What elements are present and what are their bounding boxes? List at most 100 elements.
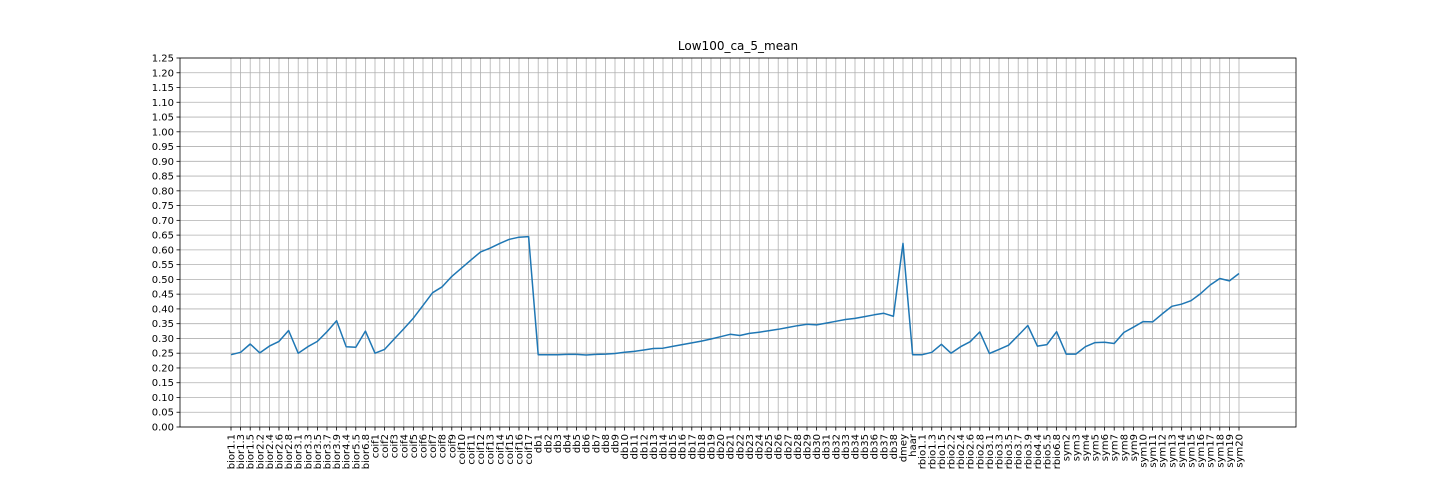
data-point: [297, 352, 299, 354]
x-tick-label: db3: [553, 434, 564, 453]
data-point: [652, 347, 654, 349]
x-tick-label: db19: [707, 434, 718, 459]
y-tick-label: 0.55: [152, 260, 174, 271]
plot-frame: [179, 57, 1297, 428]
x-tick-label: db7: [591, 434, 602, 453]
x-tick-label: db36: [870, 434, 881, 459]
x-tick-label: dmey: [899, 434, 910, 462]
x-tick-label: sym4: [1081, 434, 1092, 461]
y-tick-label: 1.05: [152, 113, 174, 124]
data-point: [374, 352, 376, 354]
data-point: [796, 325, 798, 327]
x-tick-label: rbio1.3: [927, 434, 938, 469]
x-tick-label: rbio5.5: [1043, 434, 1054, 469]
data-point: [556, 353, 558, 355]
x-tick-label: rbio2.8: [975, 434, 986, 469]
data-point: [681, 343, 683, 345]
x-tick-label: bior5.5: [351, 434, 362, 469]
data-point: [431, 291, 433, 293]
x-tick-label: haar: [908, 433, 919, 457]
grid: [180, 57, 1296, 428]
data-point: [1161, 313, 1163, 315]
x-tick-label: db21: [726, 434, 737, 459]
x-tick-label: sym10: [1139, 434, 1150, 468]
x-tick-label: db33: [841, 434, 852, 459]
x-tick-label: rbio1.5: [937, 434, 948, 469]
x-tick-label: coif5: [409, 434, 420, 458]
x-tick-label: db13: [649, 434, 660, 459]
data-point: [604, 353, 606, 355]
data-point: [1171, 305, 1173, 307]
data-point: [1036, 345, 1038, 347]
x-axis: bior1.1bior1.3bior1.5bior2.2bior2.4bior2…: [227, 427, 1246, 469]
data-point: [931, 351, 933, 353]
x-tick-label: db15: [668, 434, 679, 459]
data-point: [278, 340, 280, 342]
x-tick-label: sym11: [1148, 434, 1159, 468]
data-point: [1219, 277, 1221, 279]
data-point: [719, 335, 721, 337]
data-point: [479, 251, 481, 253]
x-tick-label: coif8: [438, 434, 449, 458]
data-point: [873, 314, 875, 316]
data-point: [1123, 331, 1125, 333]
x-tick-label: coif16: [515, 434, 526, 465]
y-tick-label: 0.25: [152, 349, 174, 360]
x-tick-label: db8: [601, 434, 612, 453]
data-point: [1132, 326, 1134, 328]
data-point: [844, 318, 846, 320]
x-tick-label: coif1: [371, 434, 382, 458]
x-tick-label: bior2.6: [275, 434, 286, 469]
data-point: [969, 340, 971, 342]
x-tick-label: db1: [534, 434, 545, 453]
x-tick-label: db10: [620, 434, 631, 459]
x-tick-label: sym17: [1206, 434, 1217, 468]
x-tick-label: db30: [812, 434, 823, 459]
x-tick-label: sym20: [1235, 434, 1246, 468]
data-point: [940, 343, 942, 345]
data-point: [355, 346, 357, 348]
x-tick-label: sym6: [1100, 434, 1111, 461]
y-tick-label: 1.10: [152, 98, 174, 109]
x-tick-label: bior1.5: [246, 434, 257, 469]
x-tick-label: coif14: [495, 434, 506, 465]
data-point: [575, 353, 577, 355]
data-point: [460, 267, 462, 269]
x-tick-label: bior3.5: [313, 434, 324, 469]
x-tick-label: db31: [822, 434, 833, 459]
data-point: [710, 338, 712, 340]
x-tick-label: sym2: [1062, 434, 1073, 461]
data-point: [230, 353, 232, 355]
data-point: [518, 236, 520, 238]
x-tick-label: db16: [678, 434, 689, 459]
y-tick-label: 0.30: [152, 334, 174, 345]
data-point: [1228, 280, 1230, 282]
data-point: [662, 347, 664, 349]
x-tick-label: db2: [543, 434, 554, 453]
x-tick-label: rbio1.1: [918, 434, 929, 469]
y-tick-label: 0.45: [152, 290, 174, 301]
x-tick-label: rbio6.8: [1052, 434, 1063, 469]
x-tick-label: db17: [687, 434, 698, 459]
y-tick-label: 0.65: [152, 231, 174, 242]
y-axis: 0.00 0.05 0.10 0.15 0.20 0.25 0.30 0.35 0.40 0.45…: [152, 54, 180, 434]
data-point: [1065, 353, 1067, 355]
data-point: [249, 343, 251, 345]
y-tick-label: 0.35: [152, 319, 174, 330]
data-point: [335, 320, 337, 322]
data-point: [595, 353, 597, 355]
data-point: [1190, 299, 1192, 301]
data-point: [1209, 284, 1211, 286]
data-point: [1007, 344, 1009, 346]
y-tick-label: 0.95: [152, 142, 174, 153]
y-tick-label: 1.00: [152, 127, 174, 138]
x-tick-label: coif4: [399, 434, 410, 458]
y-tick-label: 0.60: [152, 245, 174, 256]
data-point: [499, 242, 501, 244]
x-tick-label: coif6: [419, 434, 430, 458]
x-tick-label: db29: [803, 434, 814, 459]
x-tick-label: db5: [572, 434, 583, 453]
data-point: [748, 332, 750, 334]
y-tick-label: 0.20: [152, 363, 174, 374]
x-tick-label: bior3.3: [303, 434, 314, 469]
